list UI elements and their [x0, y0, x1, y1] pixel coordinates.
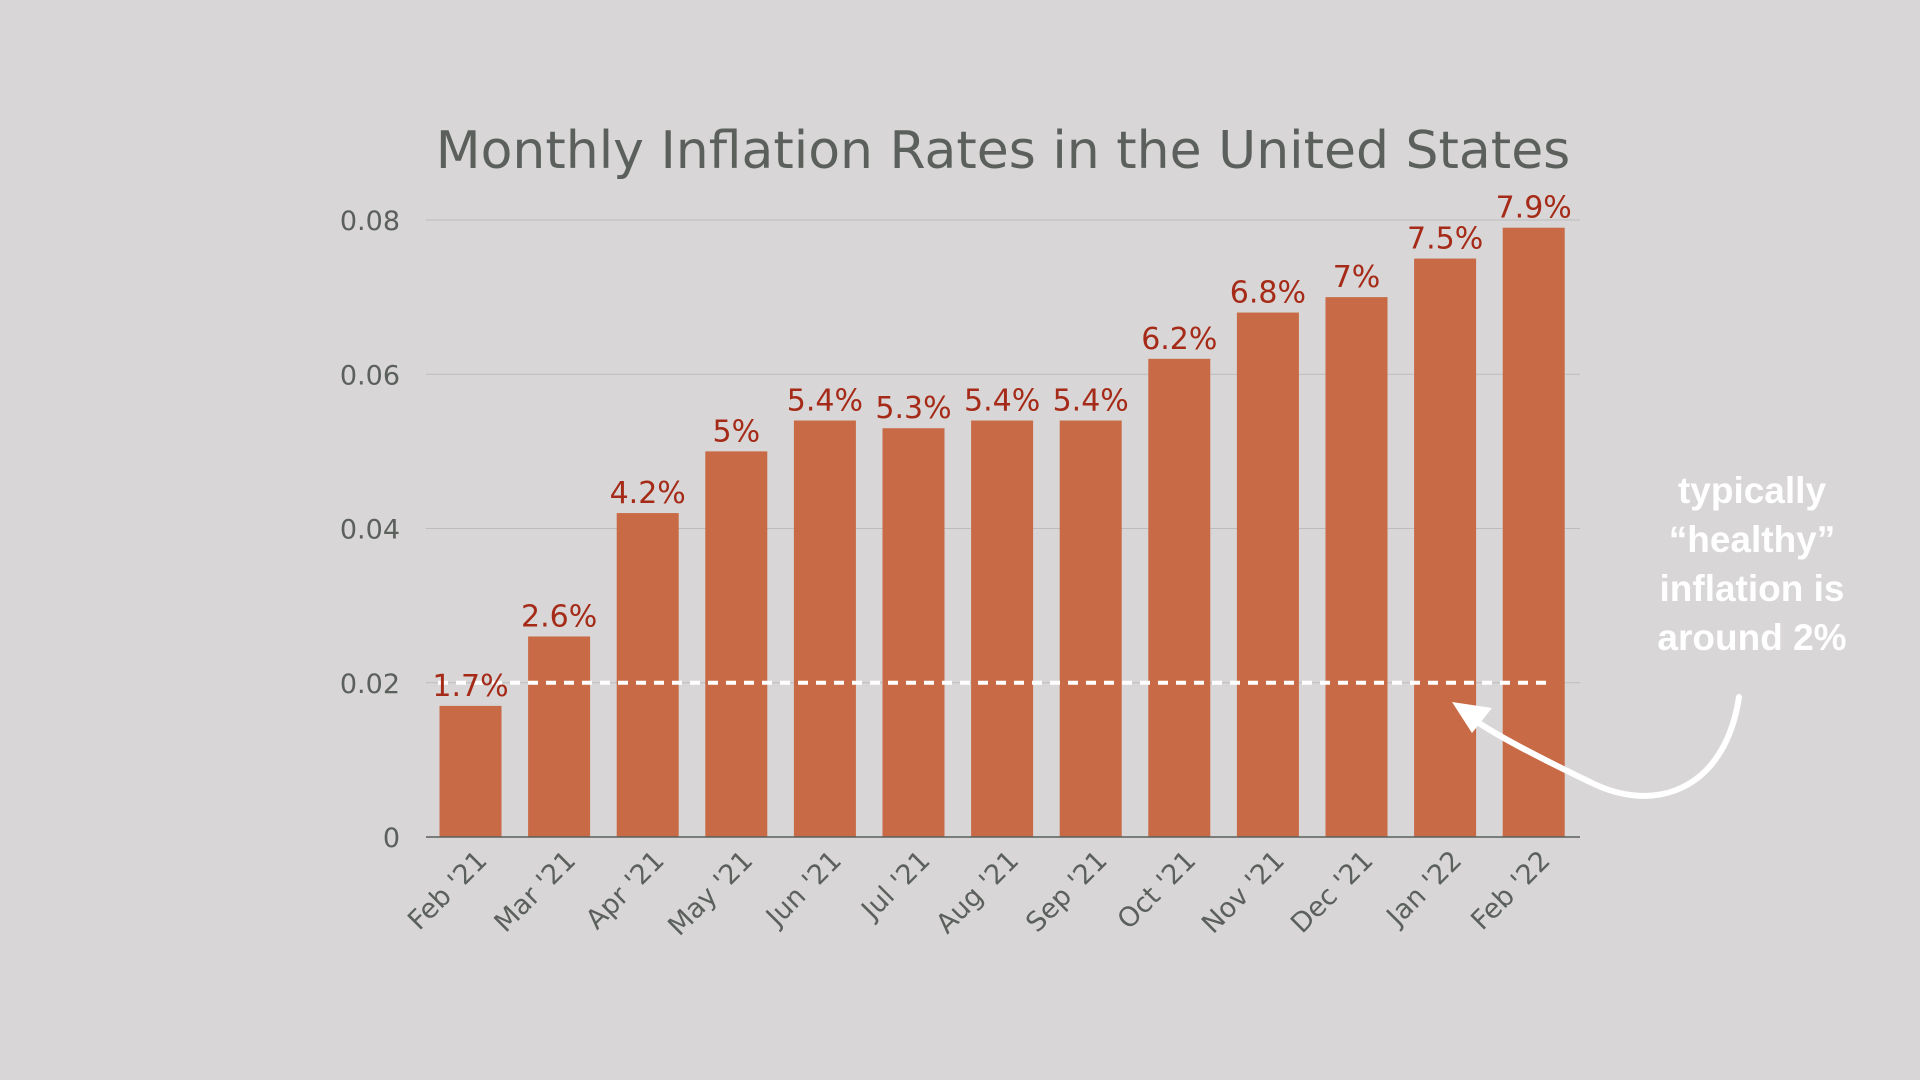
bar [1236, 312, 1299, 837]
data-label: 5.4% [1053, 384, 1129, 419]
data-label: 5.4% [964, 384, 1040, 419]
x-tick-label: May '21 [662, 845, 759, 942]
data-label: 4.2% [610, 476, 686, 511]
x-tick-label: Apr '21 [580, 845, 671, 936]
data-labels: 1.7% 2.6% 4.2% 5% 5.4% 5.3% 5.4% 5.4% 6.2% 6.8% 7%… [432, 191, 1571, 704]
data-label: 7.5% [1407, 222, 1483, 257]
data-label: 5.4% [787, 384, 863, 419]
bar [1502, 227, 1565, 837]
bar [793, 420, 856, 837]
annotation-line-3: inflation is [1660, 568, 1845, 609]
y-tick-label: 0.08 [340, 206, 400, 237]
x-tick-label: Oct '21 [1112, 845, 1203, 936]
data-label: 5.3% [875, 391, 951, 426]
y-tick-labels: 0 0.02 0.04 0.06 0.08 [340, 206, 400, 854]
bar [528, 636, 591, 837]
annotation: typically “healthy” inflation is around … [1452, 470, 1847, 799]
x-tick-label: Jun '21 [759, 845, 848, 934]
y-tick-label: 0.02 [340, 669, 400, 700]
data-label: 7.9% [1496, 191, 1572, 226]
x-tick-label: Jan '22 [1380, 845, 1468, 933]
x-tick-label: Feb '21 [402, 845, 493, 936]
data-label: 6.8% [1230, 276, 1306, 311]
bar [1148, 358, 1211, 837]
chart-title: Monthly Inflation Rates in the United St… [436, 121, 1571, 181]
bar [1059, 420, 1122, 837]
annotation-arrow-curve [1469, 694, 1742, 799]
annotation-line-2: “healthy” [1669, 519, 1836, 560]
bar [1325, 297, 1388, 837]
y-tick-label: 0 [383, 823, 400, 854]
annotation-line-1: typically [1678, 470, 1826, 511]
bar [882, 428, 945, 837]
x-tick-label: Aug '21 [930, 845, 1025, 940]
annotation-line-4: around 2% [1657, 617, 1846, 658]
bar [1414, 258, 1477, 837]
data-label: 6.2% [1141, 322, 1217, 357]
bar [971, 420, 1034, 837]
x-tick-label: Sep '21 [1020, 845, 1114, 939]
data-label: 7% [1333, 260, 1381, 295]
annotation-arrow-head-icon [1452, 702, 1492, 733]
bars [439, 227, 1565, 837]
bar [439, 705, 502, 837]
bar [616, 513, 679, 837]
bar [705, 451, 768, 837]
data-label: 2.6% [521, 599, 597, 634]
y-tick-label: 0.06 [340, 360, 400, 391]
x-tick-label: Feb '22 [1465, 845, 1556, 936]
x-tick-label: Nov '21 [1196, 845, 1291, 940]
x-tick-label: Dec '21 [1285, 845, 1379, 939]
data-label: 1.7% [432, 669, 508, 704]
data-label: 5% [713, 414, 761, 449]
y-tick-label: 0.04 [340, 515, 400, 546]
x-tick-label: Mar '21 [488, 845, 582, 939]
x-tick-label: Jul '21 [854, 845, 936, 927]
